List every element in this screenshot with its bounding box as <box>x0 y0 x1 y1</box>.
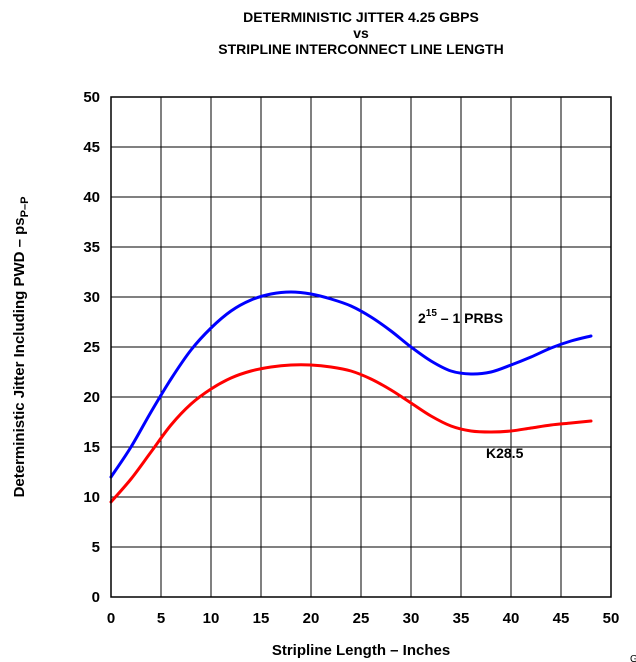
x-tick-label: 40 <box>503 610 520 627</box>
y-tick-label: 45 <box>83 139 100 156</box>
y-tick-label: 50 <box>83 89 100 106</box>
grid <box>110 96 612 598</box>
corner-mark: G <box>630 654 636 662</box>
plot-frame <box>110 96 612 598</box>
y-tick-label: 30 <box>83 289 100 306</box>
series-label-prbs: 215 – 1 PRBS <box>418 308 503 326</box>
x-tick-label: 15 <box>253 610 270 627</box>
y-tick-label: 25 <box>83 339 100 356</box>
x-tick-label: 30 <box>403 610 420 627</box>
y-tick-label: 5 <box>92 539 100 556</box>
series-label-k285: K28.5 <box>486 445 524 461</box>
y-tick-label: 35 <box>83 239 100 256</box>
y-tick-label: 15 <box>83 439 100 456</box>
chart-title: DETERMINISTIC JITTER 4.25 GBPS vs STRIPL… <box>218 9 503 57</box>
series-group <box>109 290 593 504</box>
series-label-prbs-sup: 15 <box>426 308 438 319</box>
y-tick-label: 0 <box>92 589 100 606</box>
x-tick-label: 0 <box>107 610 115 627</box>
x-axis-label: Stripline Length – Inches <box>272 642 450 659</box>
x-tick-label: 45 <box>553 610 570 627</box>
chart-title-line-2: vs <box>353 25 369 41</box>
series-label-prbs-rest: – 1 PRBS <box>437 310 503 326</box>
x-tick-label: 25 <box>353 610 370 627</box>
series-line-k285 <box>109 363 593 504</box>
y-axis-label-main: Deterministic Jitter Including PWD – ps <box>11 217 28 497</box>
x-axis-ticks: 0 5 10 15 20 25 30 35 40 45 50 <box>107 610 620 627</box>
y-tick-label: 40 <box>83 189 100 206</box>
x-tick-label: 5 <box>157 610 165 627</box>
chart-title-line-3: STRIPLINE INTERCONNECT LINE LENGTH <box>218 41 503 57</box>
y-axis-label: Deterministic Jitter Including PWD – psP… <box>11 197 31 498</box>
series-labels: 215 – 1 PRBS K28.5 <box>418 308 524 461</box>
chart-title-line-1: DETERMINISTIC JITTER 4.25 GBPS <box>243 9 479 25</box>
series-label-prbs-base: 2 <box>418 310 426 326</box>
y-axis-label-sub: P–P <box>19 197 31 218</box>
x-tick-label: 20 <box>303 610 320 627</box>
x-tick-label: 10 <box>203 610 220 627</box>
y-axis-ticks: 0 5 10 15 20 25 30 35 40 45 50 <box>83 89 100 606</box>
x-tick-label: 50 <box>603 610 620 627</box>
series-line-prbs <box>109 290 593 479</box>
y-tick-label: 10 <box>83 489 100 506</box>
y-tick-label: 20 <box>83 389 100 406</box>
x-tick-label: 35 <box>453 610 470 627</box>
